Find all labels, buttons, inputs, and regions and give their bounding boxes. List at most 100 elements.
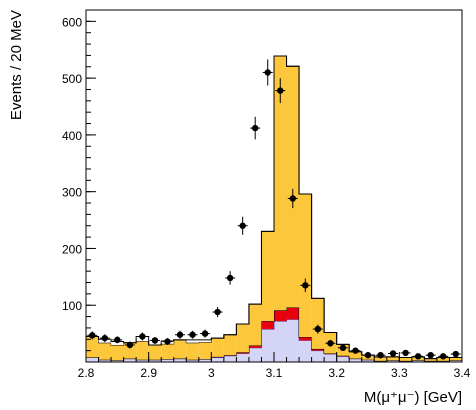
y-tick-label: 600 xyxy=(62,15,82,29)
data-marker xyxy=(302,282,309,289)
data-marker xyxy=(101,334,109,342)
data-point-7 xyxy=(175,330,185,339)
histogram-bar-s2-b11 xyxy=(223,334,237,356)
data-marker xyxy=(164,338,171,345)
data-point-15 xyxy=(275,78,286,104)
histogram-bar-s0-b15 xyxy=(274,321,287,362)
histogram-bar-s0-b5 xyxy=(148,359,162,362)
data-point-20 xyxy=(337,344,348,352)
histogram-bar-s2-b4 xyxy=(136,340,149,360)
data-marker xyxy=(352,347,359,354)
x-tick-label: 3.4 xyxy=(454,366,471,380)
histogram-bar-s0-b8 xyxy=(186,359,199,362)
data-point-22 xyxy=(363,351,373,359)
histogram-bar-s2-b25 xyxy=(399,357,412,361)
histogram-bar-s0-b11 xyxy=(223,355,237,362)
histogram-bar-s0-b9 xyxy=(198,359,212,362)
histogram-bar-s1-b18 xyxy=(311,348,325,351)
data-point-29 xyxy=(450,350,461,358)
histogram-bar-s0-b26 xyxy=(411,360,425,362)
data-point-17 xyxy=(300,278,311,293)
histogram-bar-s2-b7 xyxy=(173,339,187,359)
histogram-bar-s0-b2 xyxy=(111,360,124,362)
histogram-bar-s2-b17 xyxy=(299,193,312,338)
data-point-21 xyxy=(350,347,361,354)
data-marker xyxy=(226,274,234,282)
data-point-5 xyxy=(149,337,160,344)
histogram-bar-s0-b28 xyxy=(436,360,450,362)
data-point-14 xyxy=(262,59,273,86)
data-marker xyxy=(414,353,422,360)
histogram-bar-s0-b23 xyxy=(374,360,387,362)
y-tick-label: 200 xyxy=(62,242,82,256)
data-marker xyxy=(189,331,196,338)
data-point-23 xyxy=(375,351,386,359)
histogram-bar-s0-b29 xyxy=(449,360,462,362)
y-axis-title: Events / 20 MeV xyxy=(8,10,25,120)
histogram-bar-s1-b16 xyxy=(286,307,300,320)
histogram-bar-s0-b27 xyxy=(424,360,437,362)
data-point-16 xyxy=(287,188,298,209)
histogram-bar-s2-b23 xyxy=(374,356,387,361)
y-tick-label: 100 xyxy=(62,299,82,313)
histogram-bar-s0-b6 xyxy=(161,359,174,362)
y-tick-label: 300 xyxy=(62,186,82,200)
histogram-bar-s2-b6 xyxy=(161,343,174,360)
data-point-0 xyxy=(87,331,98,340)
histogram-bar-s0-b1 xyxy=(98,359,112,362)
data-marker xyxy=(176,331,184,338)
data-marker xyxy=(89,332,96,339)
data-marker xyxy=(327,340,334,347)
histogram-bar-s2-b8 xyxy=(186,342,199,360)
x-tick-label: 3 xyxy=(208,366,215,380)
data-marker xyxy=(402,349,409,357)
data-marker xyxy=(151,337,159,344)
histogram-bar-s1-b17 xyxy=(299,337,312,341)
data-point-6 xyxy=(162,338,173,345)
histogram-bar-s2-b10 xyxy=(211,338,224,357)
data-marker xyxy=(427,351,434,359)
y-tick-label: 400 xyxy=(62,129,82,143)
histogram-bar-s2-b2 xyxy=(111,344,124,361)
data-marker xyxy=(364,351,372,359)
histogram-bar-s2-b15 xyxy=(274,55,287,311)
data-point-3 xyxy=(124,341,135,349)
data-marker xyxy=(239,222,246,229)
histogram-bar-s2-b1 xyxy=(98,342,112,360)
data-point-4 xyxy=(137,332,148,341)
data-point-2 xyxy=(112,336,123,344)
histogram-bar-s3-b9 xyxy=(198,339,212,343)
data-point-18 xyxy=(312,324,323,334)
data-marker xyxy=(440,353,447,360)
histogram-bar-s0-b0 xyxy=(86,357,99,362)
data-points xyxy=(87,59,461,360)
histogram-bar-s2-b24 xyxy=(386,356,400,361)
histogram-bar-s0-b10 xyxy=(211,357,224,362)
histogram-bar-s0-b16 xyxy=(286,319,300,362)
histogram-bar-s2-b12 xyxy=(236,323,249,353)
histogram-bar-s0-b18 xyxy=(311,350,325,362)
data-point-9 xyxy=(200,329,211,338)
data-marker xyxy=(264,69,271,76)
y-tick-label: 500 xyxy=(62,72,82,86)
data-point-27 xyxy=(425,351,436,359)
histogram-bar-s2-b21 xyxy=(349,351,362,359)
data-marker xyxy=(314,325,322,333)
histogram-bar-s0-b24 xyxy=(386,360,400,362)
data-point-26 xyxy=(413,353,424,360)
histogram-bar-s0-b17 xyxy=(299,340,312,362)
axes: 2.8 2.9 3 3.1 3.2 3.3 3.4 100 200 300 400 500 600 xyxy=(62,9,471,380)
histogram-bar-s0-b20 xyxy=(336,356,350,362)
histogram-bar-s0-b19 xyxy=(324,354,337,362)
histogram-bar-s1-b14 xyxy=(261,321,274,330)
data-point-11 xyxy=(225,271,236,285)
histogram-bar-s2-b27 xyxy=(424,358,437,361)
histogram-bar-s1-b12 xyxy=(236,352,249,354)
data-point-25 xyxy=(400,349,411,357)
x-tick-label: 3.3 xyxy=(391,366,408,380)
data-point-19 xyxy=(325,339,336,347)
x-tick-label: 3.2 xyxy=(328,366,345,380)
data-marker xyxy=(339,344,347,352)
data-marker xyxy=(452,350,459,358)
